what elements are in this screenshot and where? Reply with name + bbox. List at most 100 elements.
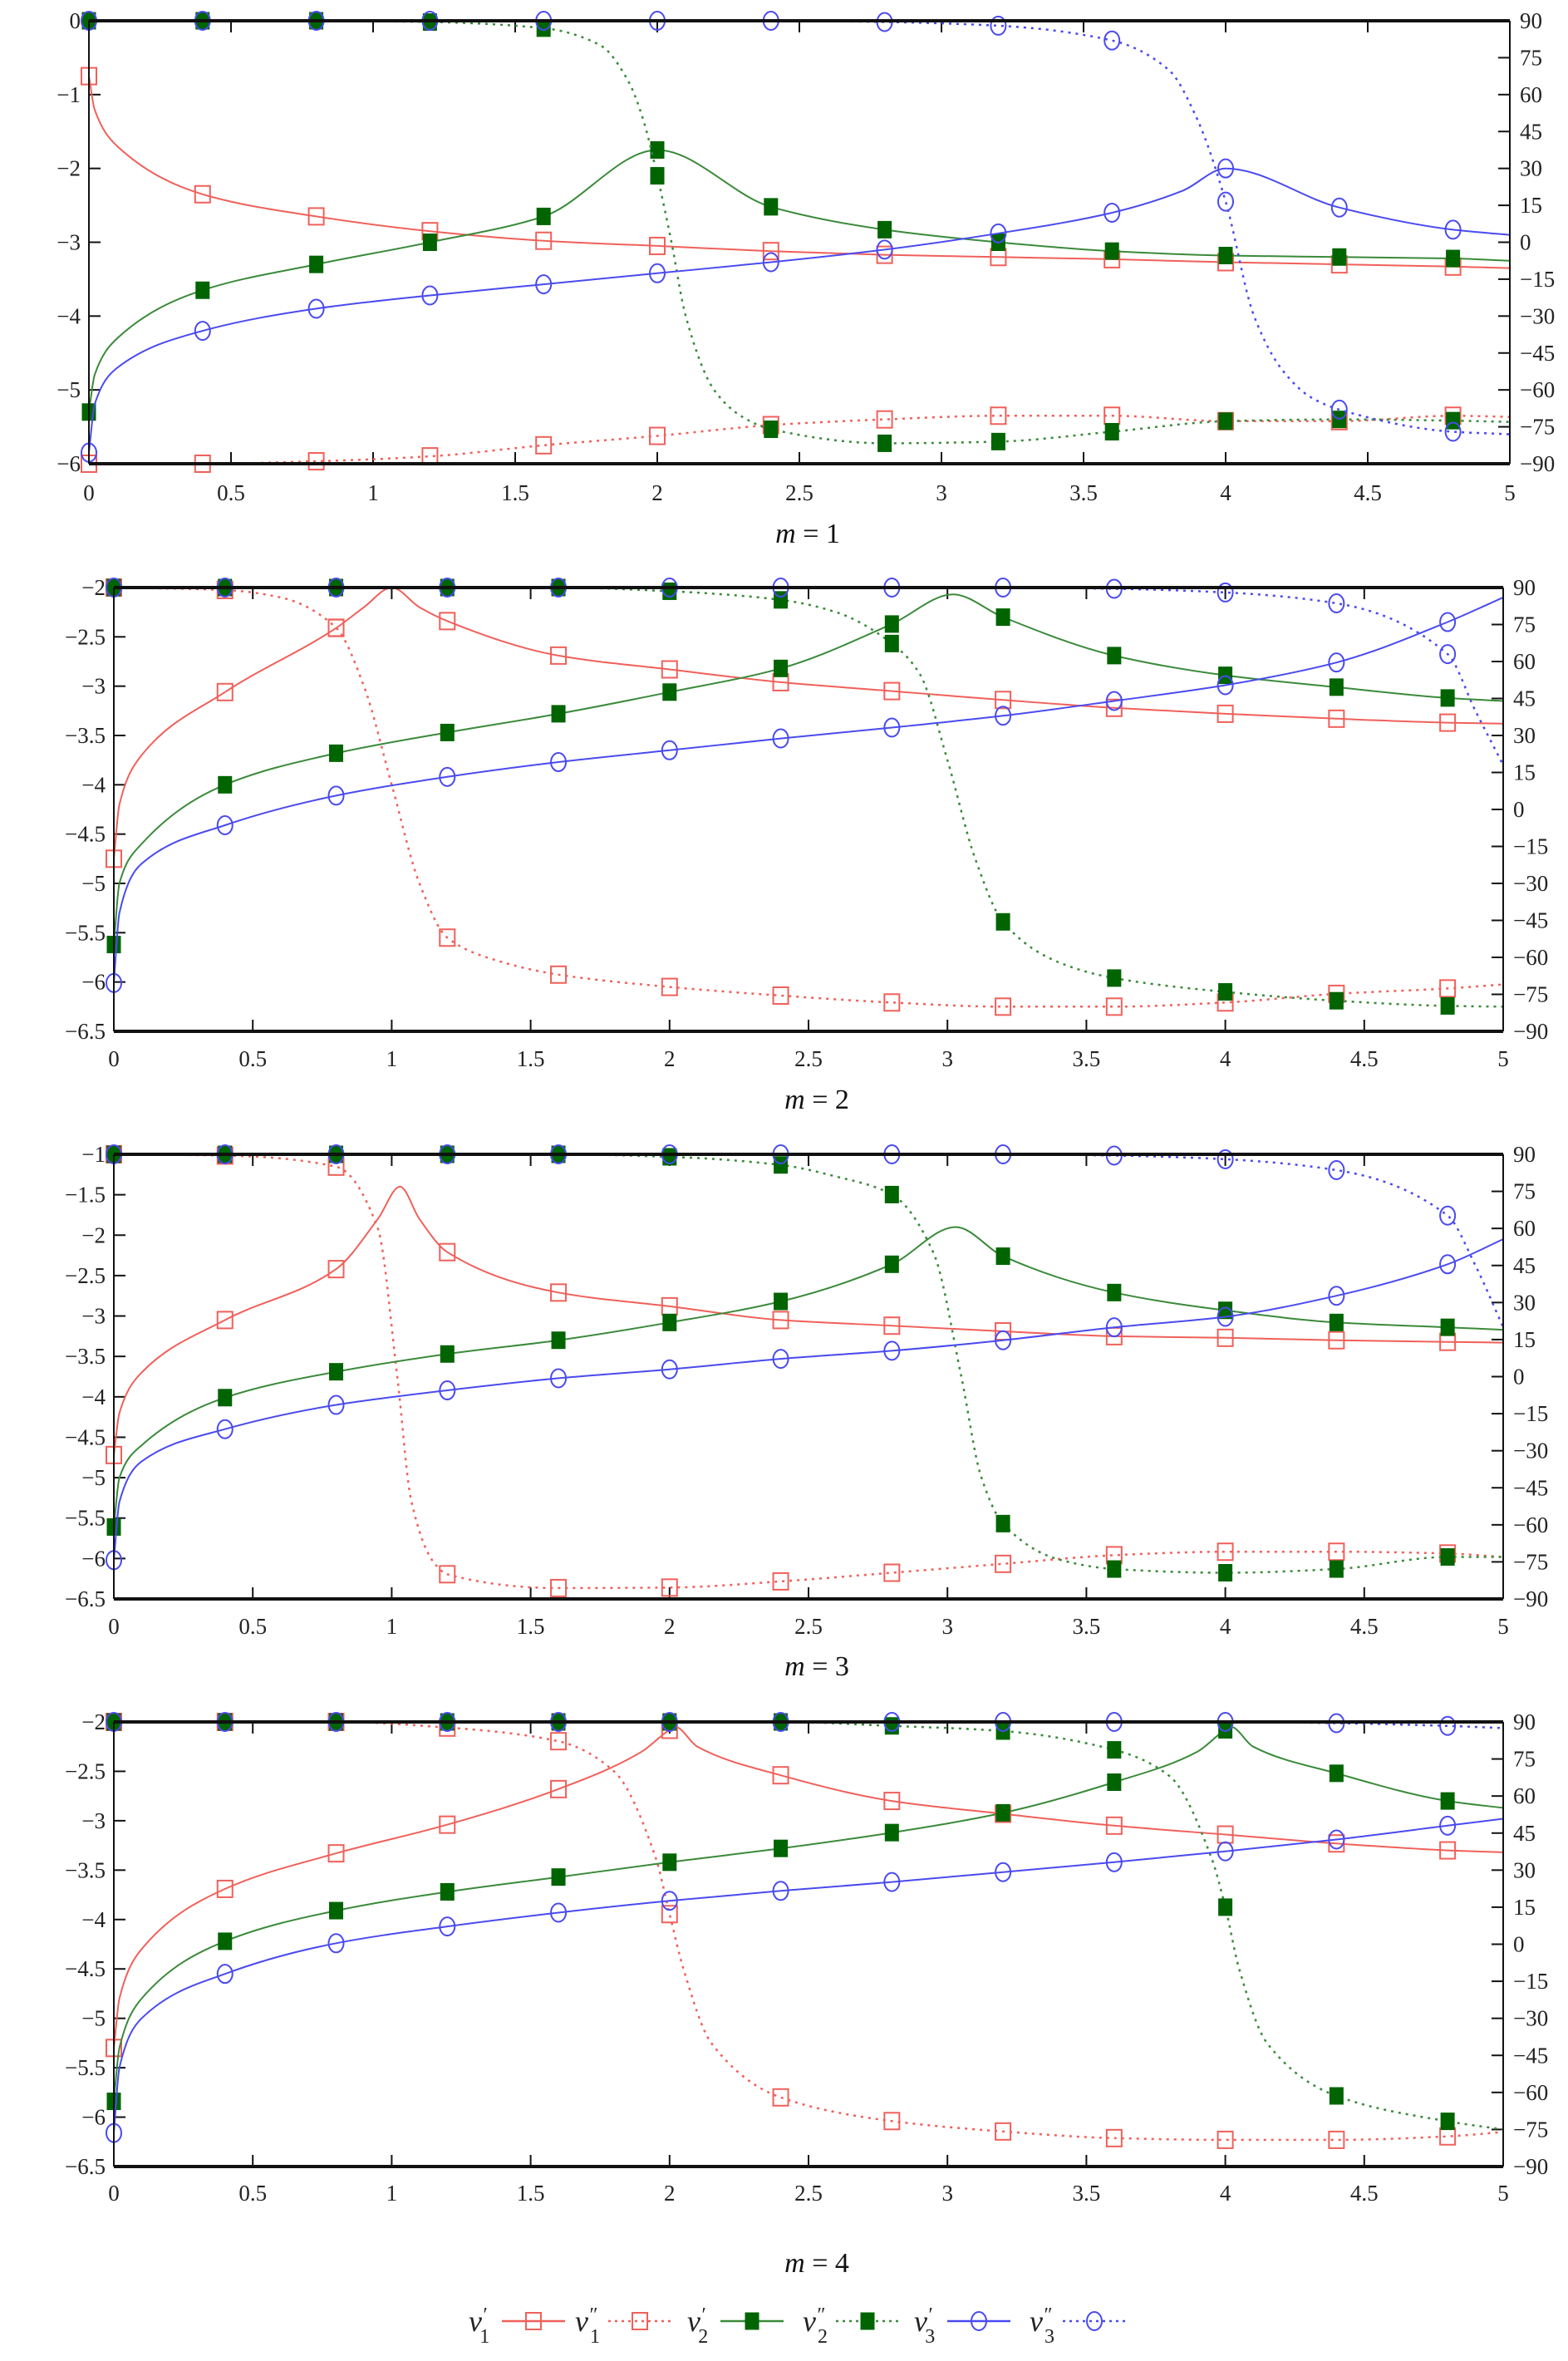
data-point-marker [884,1823,899,1842]
x-tick-label: 0.5 [238,2181,267,2206]
data-point-marker [772,1881,789,1901]
data-point-marker [1328,1542,1345,1562]
data-point-marker [1104,242,1119,260]
data-point-marker [535,274,553,295]
y-left-tick-label: −5 [81,871,106,896]
data-point-marker [995,1803,1010,1822]
x-tick-label: 3 [941,1614,953,1639]
data-point-marker [439,1565,456,1584]
y-right-tick-label: −45 [1520,341,1555,366]
data-point-marker [762,242,779,261]
legend-subscript: 3 [1045,2326,1054,2348]
data-point-marker [439,1380,456,1401]
legend-prime: ′ [927,2304,932,2326]
data-point-marker [1328,2130,1345,2149]
data-point-marker [327,1260,345,1279]
y-left-tick-label: −4 [57,303,81,328]
data-point-marker [995,997,1012,1016]
legend-symbol: ν [803,2304,816,2338]
data-point-marker [327,1933,345,1954]
y-left-tick-label: −5.5 [65,920,106,945]
data-point-marker [329,1363,344,1381]
data-point-marker [995,1247,1010,1266]
y-left-tick-label: −1 [57,82,81,107]
data-point-marker [662,683,677,701]
data-point-marker [329,744,344,762]
data-point-marker [1217,191,1234,212]
x-tick-label: 1.5 [517,1046,545,1071]
x-tick-label: 2 [664,1614,676,1639]
y-right-tick-label: 90 [1513,1142,1536,1167]
x-tick-label: 4 [1220,2181,1231,2206]
series-line [113,1238,1504,1561]
data-point-marker [774,1839,789,1857]
series-line [113,596,1504,983]
y-right-tick-label: −75 [1513,2117,1548,2142]
data-point-marker [1328,1160,1345,1181]
data-point-marker [1439,1815,1457,1836]
x-tick-label: 0 [108,1046,120,1071]
data-point-marker [1444,421,1462,442]
data-point-marker [1105,691,1123,711]
data-point-marker [1217,1542,1234,1562]
data-point-marker [1105,997,1123,1016]
y-right-tick-label: −60 [1520,377,1555,402]
x-tick-label: 5 [1497,2181,1509,2206]
data-point-marker [661,1891,678,1911]
data-point-marker [995,912,1010,931]
data-point-marker [876,239,893,260]
data-point-marker [1439,612,1457,632]
data-point-marker [1439,1715,1457,1736]
data-point-marker [1328,1829,1345,1850]
data-point-marker [884,634,899,652]
x-tick-label: 4.5 [1350,1046,1379,1071]
y-left-tick-label: −2.5 [65,1263,106,1288]
data-point-marker [1440,1547,1455,1566]
data-point-marker [1218,1301,1233,1320]
x-tick-label: 3.5 [1073,1046,1101,1071]
data-point-marker [1439,713,1457,732]
panel-caption: m = 2 [784,1085,849,1115]
y-left-tick-label: −2.5 [65,624,106,649]
chart-panel-m3: 0 0.5 1 1.5 2 2.5 3 3.5 4 4.5 5 −6.5 −6 −5.5 −5 −4.5 −4 −… [65,1142,1548,1682]
data-point-marker [995,1554,1012,1573]
data-point-marker [884,1185,899,1203]
data-point-marker [661,1359,678,1380]
y-right-tick-label: −15 [1520,267,1555,292]
x-tick-label: 0 [108,2181,120,2206]
data-point-marker [1439,979,1457,998]
x-tick-label: 4.5 [1350,2181,1379,2206]
data-point-marker [216,1964,233,1985]
series-line [88,149,1511,412]
y-right-tick-label: −45 [1513,908,1548,933]
y-left-tick-label: −1.5 [65,1183,106,1208]
data-point-marker [1328,1286,1345,1306]
legend-marker [525,2312,542,2330]
caption-value: = 2 [805,1085,849,1115]
data-point-marker [876,245,893,264]
data-point-marker [883,1872,901,1892]
series-6 [81,11,1511,442]
legend-symbol: ν [469,2304,482,2338]
legend-symbol: ν [687,2304,700,2338]
series-6 [106,1712,1504,1736]
legend-subscript: 2 [818,2326,828,2348]
y-right-tick-label: 75 [1513,1747,1536,1772]
y-left-tick-label: −5.5 [65,2055,106,2080]
y-left-tick-label: −4 [81,772,106,797]
legend-prime: ′ [700,2304,705,2326]
legend-symbol: ν [914,2304,927,2338]
y-right-tick-label: 15 [1520,193,1542,218]
y-right-tick-label: −75 [1513,982,1548,1007]
data-point-marker [551,1331,566,1350]
series-line [113,1153,1504,1590]
data-point-marker [661,1578,678,1597]
y-right-tick-label: −30 [1513,871,1548,896]
legend-subscript: 3 [925,2326,935,2348]
legend-marker [745,2312,759,2330]
y-right-tick-label: 90 [1513,1709,1536,1734]
series-5 [106,1815,1504,2143]
data-point-marker [774,1156,789,1174]
series-line [89,19,1511,435]
data-point-marker [307,298,325,319]
